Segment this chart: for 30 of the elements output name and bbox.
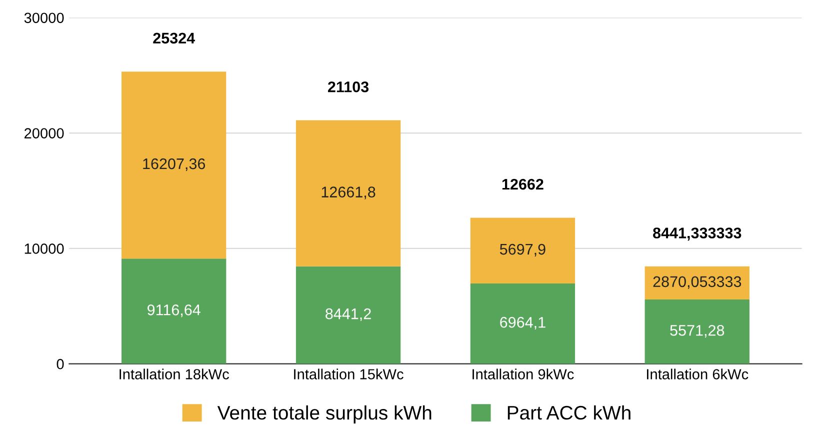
bar xyxy=(122,258,226,364)
x-tick-label: Intallation 6kWc xyxy=(647,368,748,380)
y-tick-label: 10000 xyxy=(24,244,64,254)
data-label: 9116,64 xyxy=(148,304,200,318)
x-tick-label: Intallation 9kWc xyxy=(472,368,574,380)
total-label: 8441,333333 xyxy=(653,228,742,241)
bar xyxy=(644,266,750,300)
bar xyxy=(644,300,750,364)
x-tick-label: Intallation 15kWc xyxy=(294,368,404,380)
y-tick-label: 30000 xyxy=(24,12,64,24)
data-label: 16207,36 xyxy=(143,158,206,172)
total-label: 25324 xyxy=(153,32,196,44)
data-label: 8441,2 xyxy=(326,308,371,322)
legend-label: Vente totale surplus kWh xyxy=(217,405,432,424)
legend-label: Part ACC kWh xyxy=(508,405,630,420)
total-label: 12662 xyxy=(502,178,544,190)
bar xyxy=(470,218,576,284)
bar xyxy=(296,120,401,266)
data-label: 5571,28 xyxy=(670,324,724,338)
y-tick-label: 20000 xyxy=(24,128,64,138)
data-label: 6964,1 xyxy=(500,316,546,330)
data-label: 12661,8 xyxy=(322,186,376,200)
bar xyxy=(122,72,226,259)
bar xyxy=(296,266,401,364)
data-label: 5697,9 xyxy=(500,244,546,256)
y-tick-label: 0 xyxy=(56,358,64,370)
x-tick-label: Intallation 18kWc xyxy=(120,368,229,380)
data-label: 2870,053333 xyxy=(653,276,742,289)
total-label: 21103 xyxy=(328,81,369,92)
bar xyxy=(470,283,576,364)
